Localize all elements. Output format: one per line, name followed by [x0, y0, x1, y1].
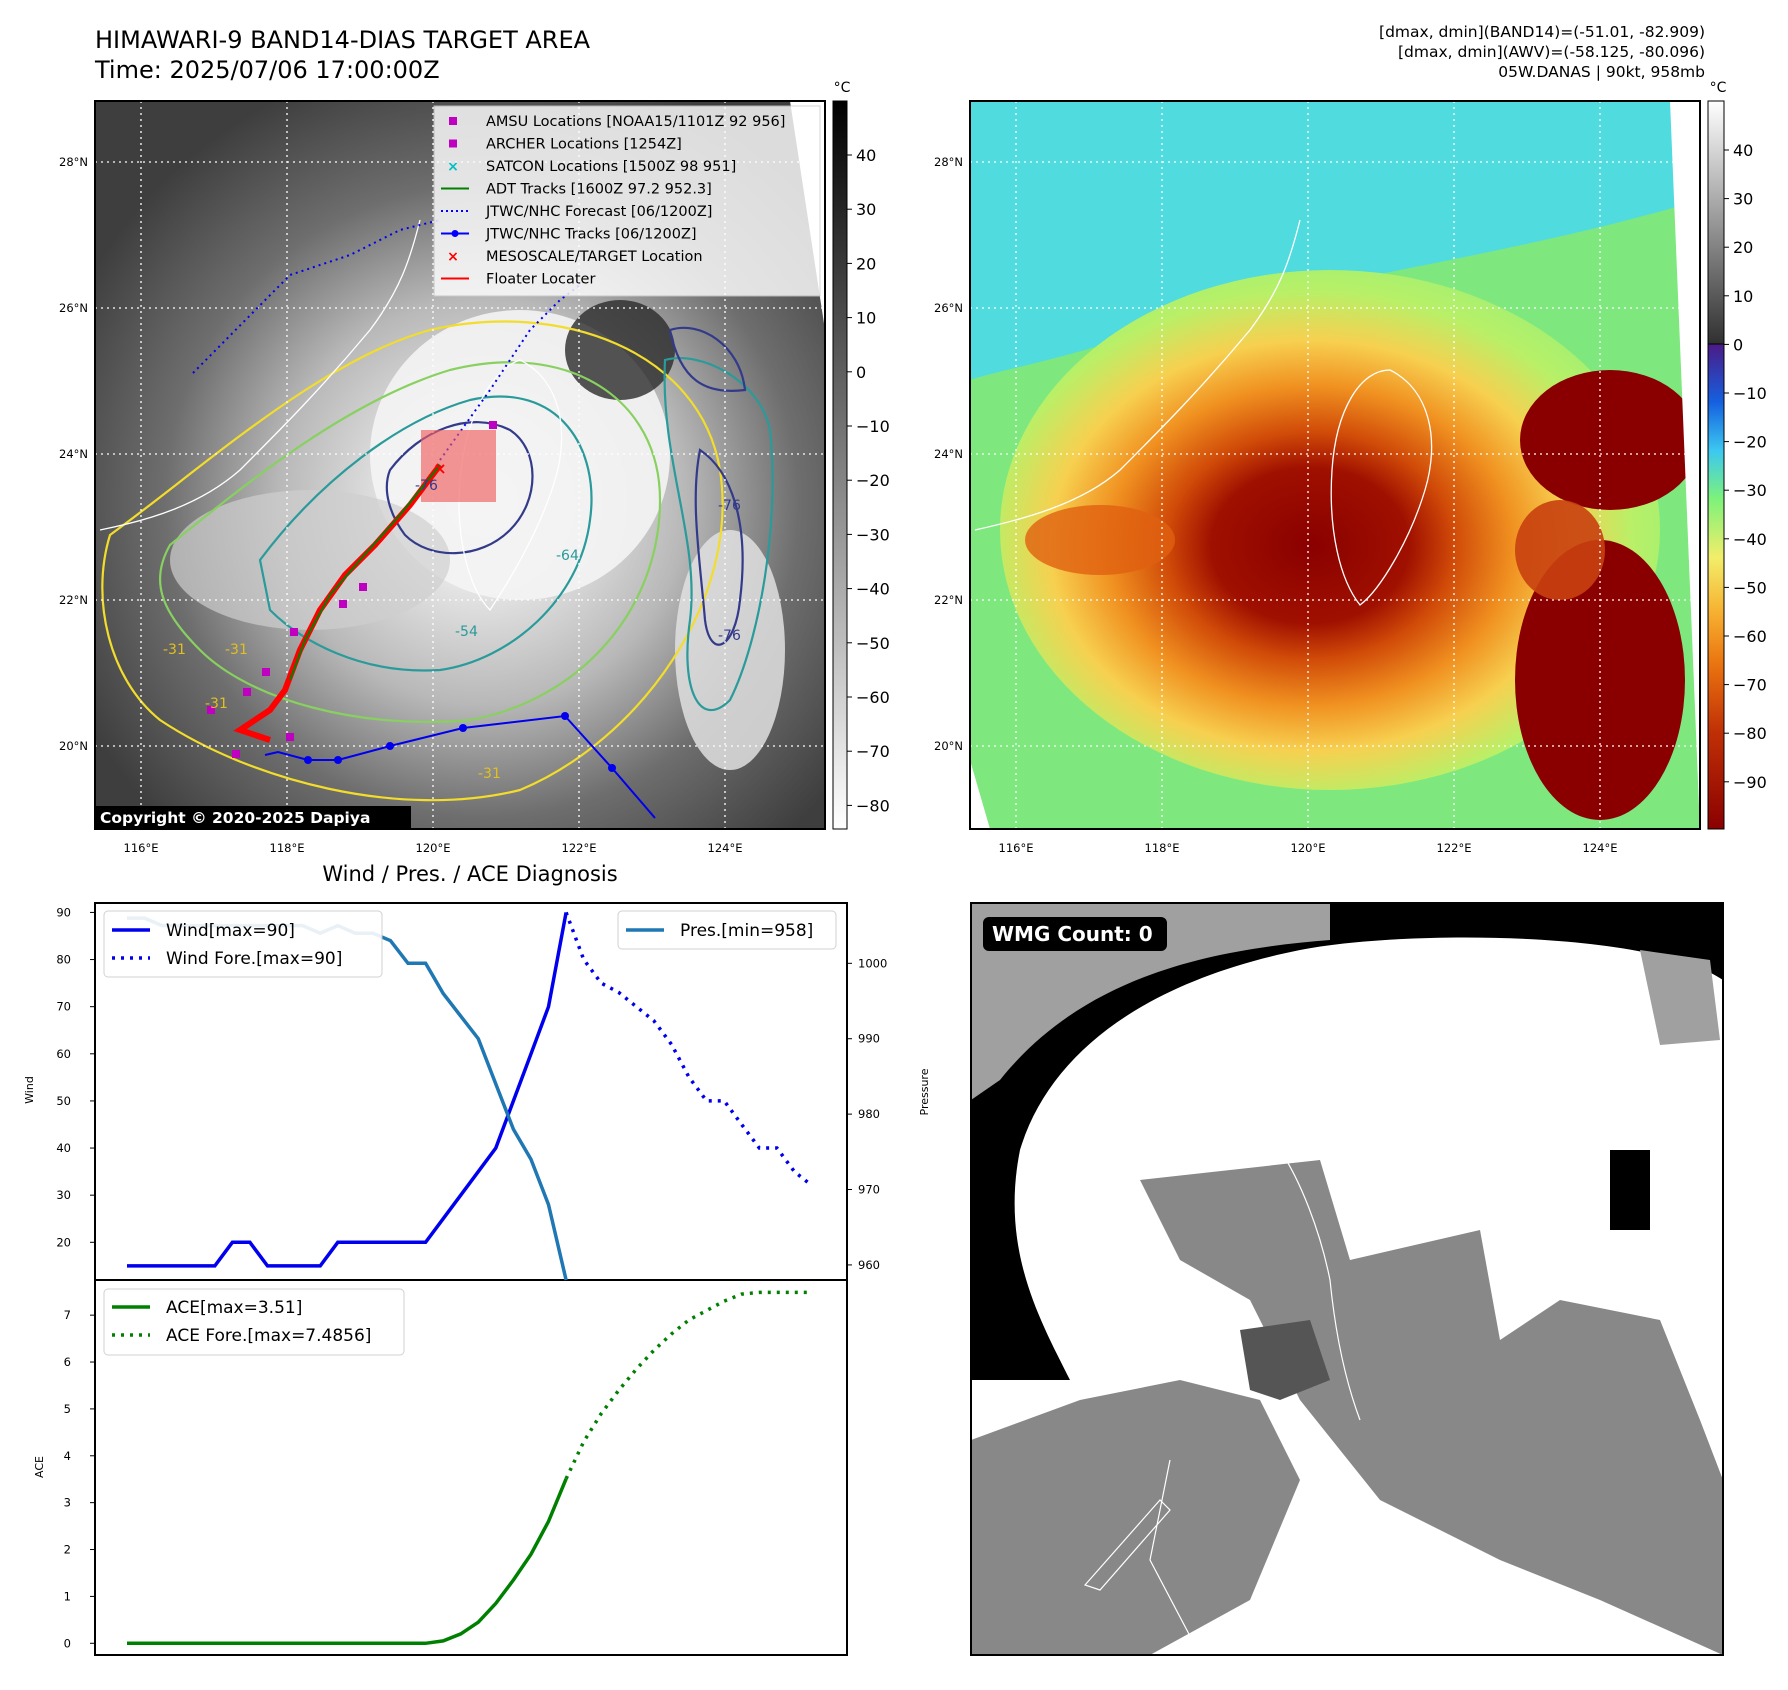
- lat-label: 20°N: [934, 739, 963, 753]
- right-colorbar: °C 40 30 20 10 0 −10 −20 −30 −40 −50 −60 −70 −80 −90: [1707, 80, 1767, 830]
- jtwc-track: [264, 712, 656, 819]
- colorbar-unit: °C: [1710, 80, 1727, 96]
- wmg-panel: WMG Count: 0: [971, 903, 1723, 1655]
- lat-label: 26°N: [934, 301, 963, 315]
- legend-entry: JTWC/NHC Forecast [06/1200Z]: [441, 204, 712, 220]
- contour-label: -31: [478, 766, 501, 782]
- diagnosis-title: Wind / Pres. / ACE Diagnosis: [322, 862, 618, 886]
- colorbar-tick-label: −90: [1733, 773, 1767, 792]
- colorbar-tick-label: 30: [856, 200, 876, 219]
- legend-marker: [449, 117, 457, 125]
- colorbar-tick-label: −50: [856, 634, 890, 653]
- contour-label: -31: [163, 642, 186, 658]
- legend-label: ADT Tracks [1600Z 97.2 952.3]: [486, 182, 712, 198]
- colorbar-tick-label: −80: [856, 796, 890, 815]
- colorbar-tick-label: −50: [1733, 578, 1767, 597]
- colorbar-tick-label: −40: [1733, 530, 1767, 549]
- contour-label: -76: [718, 628, 741, 644]
- lat-label: 28°N: [934, 155, 963, 169]
- info-line-storm: 05W.DANAS | 90kt, 958mb: [1498, 63, 1705, 81]
- colorbar-tick-label: −40: [856, 580, 890, 599]
- lat-label: 26°N: [59, 301, 88, 315]
- left-colorbar: °C 40 30 20 10 0 −10 −20 −30 −40 −50 −60 −70 −80: [832, 80, 890, 830]
- lat-label: 24°N: [59, 447, 88, 461]
- lon-label: 122°E: [562, 841, 597, 855]
- contour-label: -54: [455, 624, 478, 640]
- colorbar-tick-label: −70: [1733, 676, 1767, 695]
- colorbar-tick-label: 40: [1733, 141, 1753, 160]
- lon-label: 120°E: [416, 841, 451, 855]
- lon-label: 118°E: [1145, 841, 1180, 855]
- figure-title: HIMAWARI-9 BAND14-DIAS TARGET AREA: [95, 26, 591, 54]
- legend-entry: × MESOSCALE/TARGET Location: [447, 249, 702, 265]
- map-legend: AMSU Locations [NOAA15/1101Z 92 956] ARCH…: [433, 105, 821, 297]
- colorbar-tick-label: −10: [856, 417, 890, 436]
- info-line-band14: [dmax, dmin](BAND14)=(-51.01, -82.909): [1379, 23, 1705, 41]
- colorbar-tick-label: 40: [856, 146, 876, 165]
- colorbar-tick-label: 20: [856, 254, 876, 273]
- lon-label: 124°E: [708, 841, 743, 855]
- lon-label: 116°E: [124, 841, 159, 855]
- colorbar-tick-label: 10: [1733, 287, 1753, 306]
- colorbar-tick-label: 10: [856, 309, 876, 328]
- lat-label: 22°N: [934, 593, 963, 607]
- colorbar-tick-label: −30: [856, 525, 890, 544]
- legend-entry: Floater Locater: [441, 272, 595, 288]
- lon-label: 122°E: [1437, 841, 1472, 855]
- wmg-count-label: WMG Count: 0: [992, 922, 1153, 946]
- figure-time: Time: 2025/07/06 17:00:00Z: [95, 56, 440, 84]
- lat-label: 22°N: [59, 593, 88, 607]
- colorbar-tick-label: 30: [1733, 190, 1753, 209]
- legend-marker: [449, 139, 457, 148]
- colorbar-tick-label: −30: [1733, 481, 1767, 500]
- legend-marker: ×: [447, 249, 459, 265]
- legend-entry: ADT Tracks [1600Z 97.2 952.3]: [441, 182, 712, 198]
- legend-marker: ×: [447, 159, 459, 175]
- lon-label: 118°E: [270, 841, 305, 855]
- legend-entry: JTWC/NHC Tracks [06/1200Z]: [441, 227, 697, 243]
- contour-label: -64: [556, 548, 579, 564]
- contour-label: -31: [225, 642, 248, 658]
- legend-entry: × SATCON Locations [1500Z 98 951]: [447, 159, 736, 175]
- lat-label: 28°N: [59, 155, 88, 169]
- lon-label: 120°E: [1291, 841, 1326, 855]
- legend-entry: AMSU Locations [NOAA15/1101Z 92 956]: [449, 114, 785, 130]
- legend-label: SATCON Locations [1500Z 98 951]: [486, 159, 736, 175]
- colorbar-tick-label: 20: [1733, 238, 1753, 257]
- legend-label: ARCHER Locations [1254Z]: [486, 137, 682, 153]
- contour-label: -31: [205, 696, 228, 712]
- colorbar-tick-label: 0: [1733, 335, 1743, 354]
- ir-color-map: [970, 101, 1700, 829]
- lat-label: 24°N: [934, 447, 963, 461]
- colorbar-tick-label: −20: [1733, 433, 1767, 452]
- colorbar-tick-label: −10: [1733, 384, 1767, 403]
- legend-marker: [451, 230, 459, 237]
- storm-info: [dmax, dmin](BAND14)=(-51.01, -82.909) […: [1379, 22, 1705, 82]
- colorbar-tick-label: −80: [1733, 724, 1767, 743]
- info-line-awv: [dmax, dmin](AWV)=(-58.125, -80.096): [1398, 43, 1705, 61]
- colorbar-tick-label: −60: [1733, 627, 1767, 646]
- mesoscale-target-box: [421, 430, 496, 502]
- lon-label: 124°E: [1583, 841, 1618, 855]
- colorbar-unit: °C: [834, 80, 851, 96]
- legend-label: MESOSCALE/TARGET Location: [486, 249, 703, 265]
- contour-label: -76: [415, 478, 438, 494]
- legend-label: JTWC/NHC Tracks [06/1200Z]: [485, 227, 697, 243]
- copyright-text: Copyright © 2020-2025 Dapiya: [100, 809, 370, 827]
- legend-label: AMSU Locations [NOAA15/1101Z 92 956]: [486, 114, 785, 130]
- colorbar-tick-label: 0: [856, 363, 866, 382]
- lat-label: 20°N: [59, 739, 88, 753]
- colorbar-tick-label: −20: [856, 471, 890, 490]
- colorbar-tick-label: −70: [856, 742, 890, 761]
- svg-text:×: ×: [433, 459, 446, 478]
- contour-label: -76: [718, 498, 741, 514]
- legend-label: JTWC/NHC Forecast [06/1200Z]: [485, 204, 712, 220]
- lon-label: 116°E: [999, 841, 1034, 855]
- legend-label: Floater Locater: [486, 272, 595, 288]
- legend-entry: ARCHER Locations [1254Z]: [449, 137, 682, 153]
- colorbar-tick-label: −60: [856, 688, 890, 707]
